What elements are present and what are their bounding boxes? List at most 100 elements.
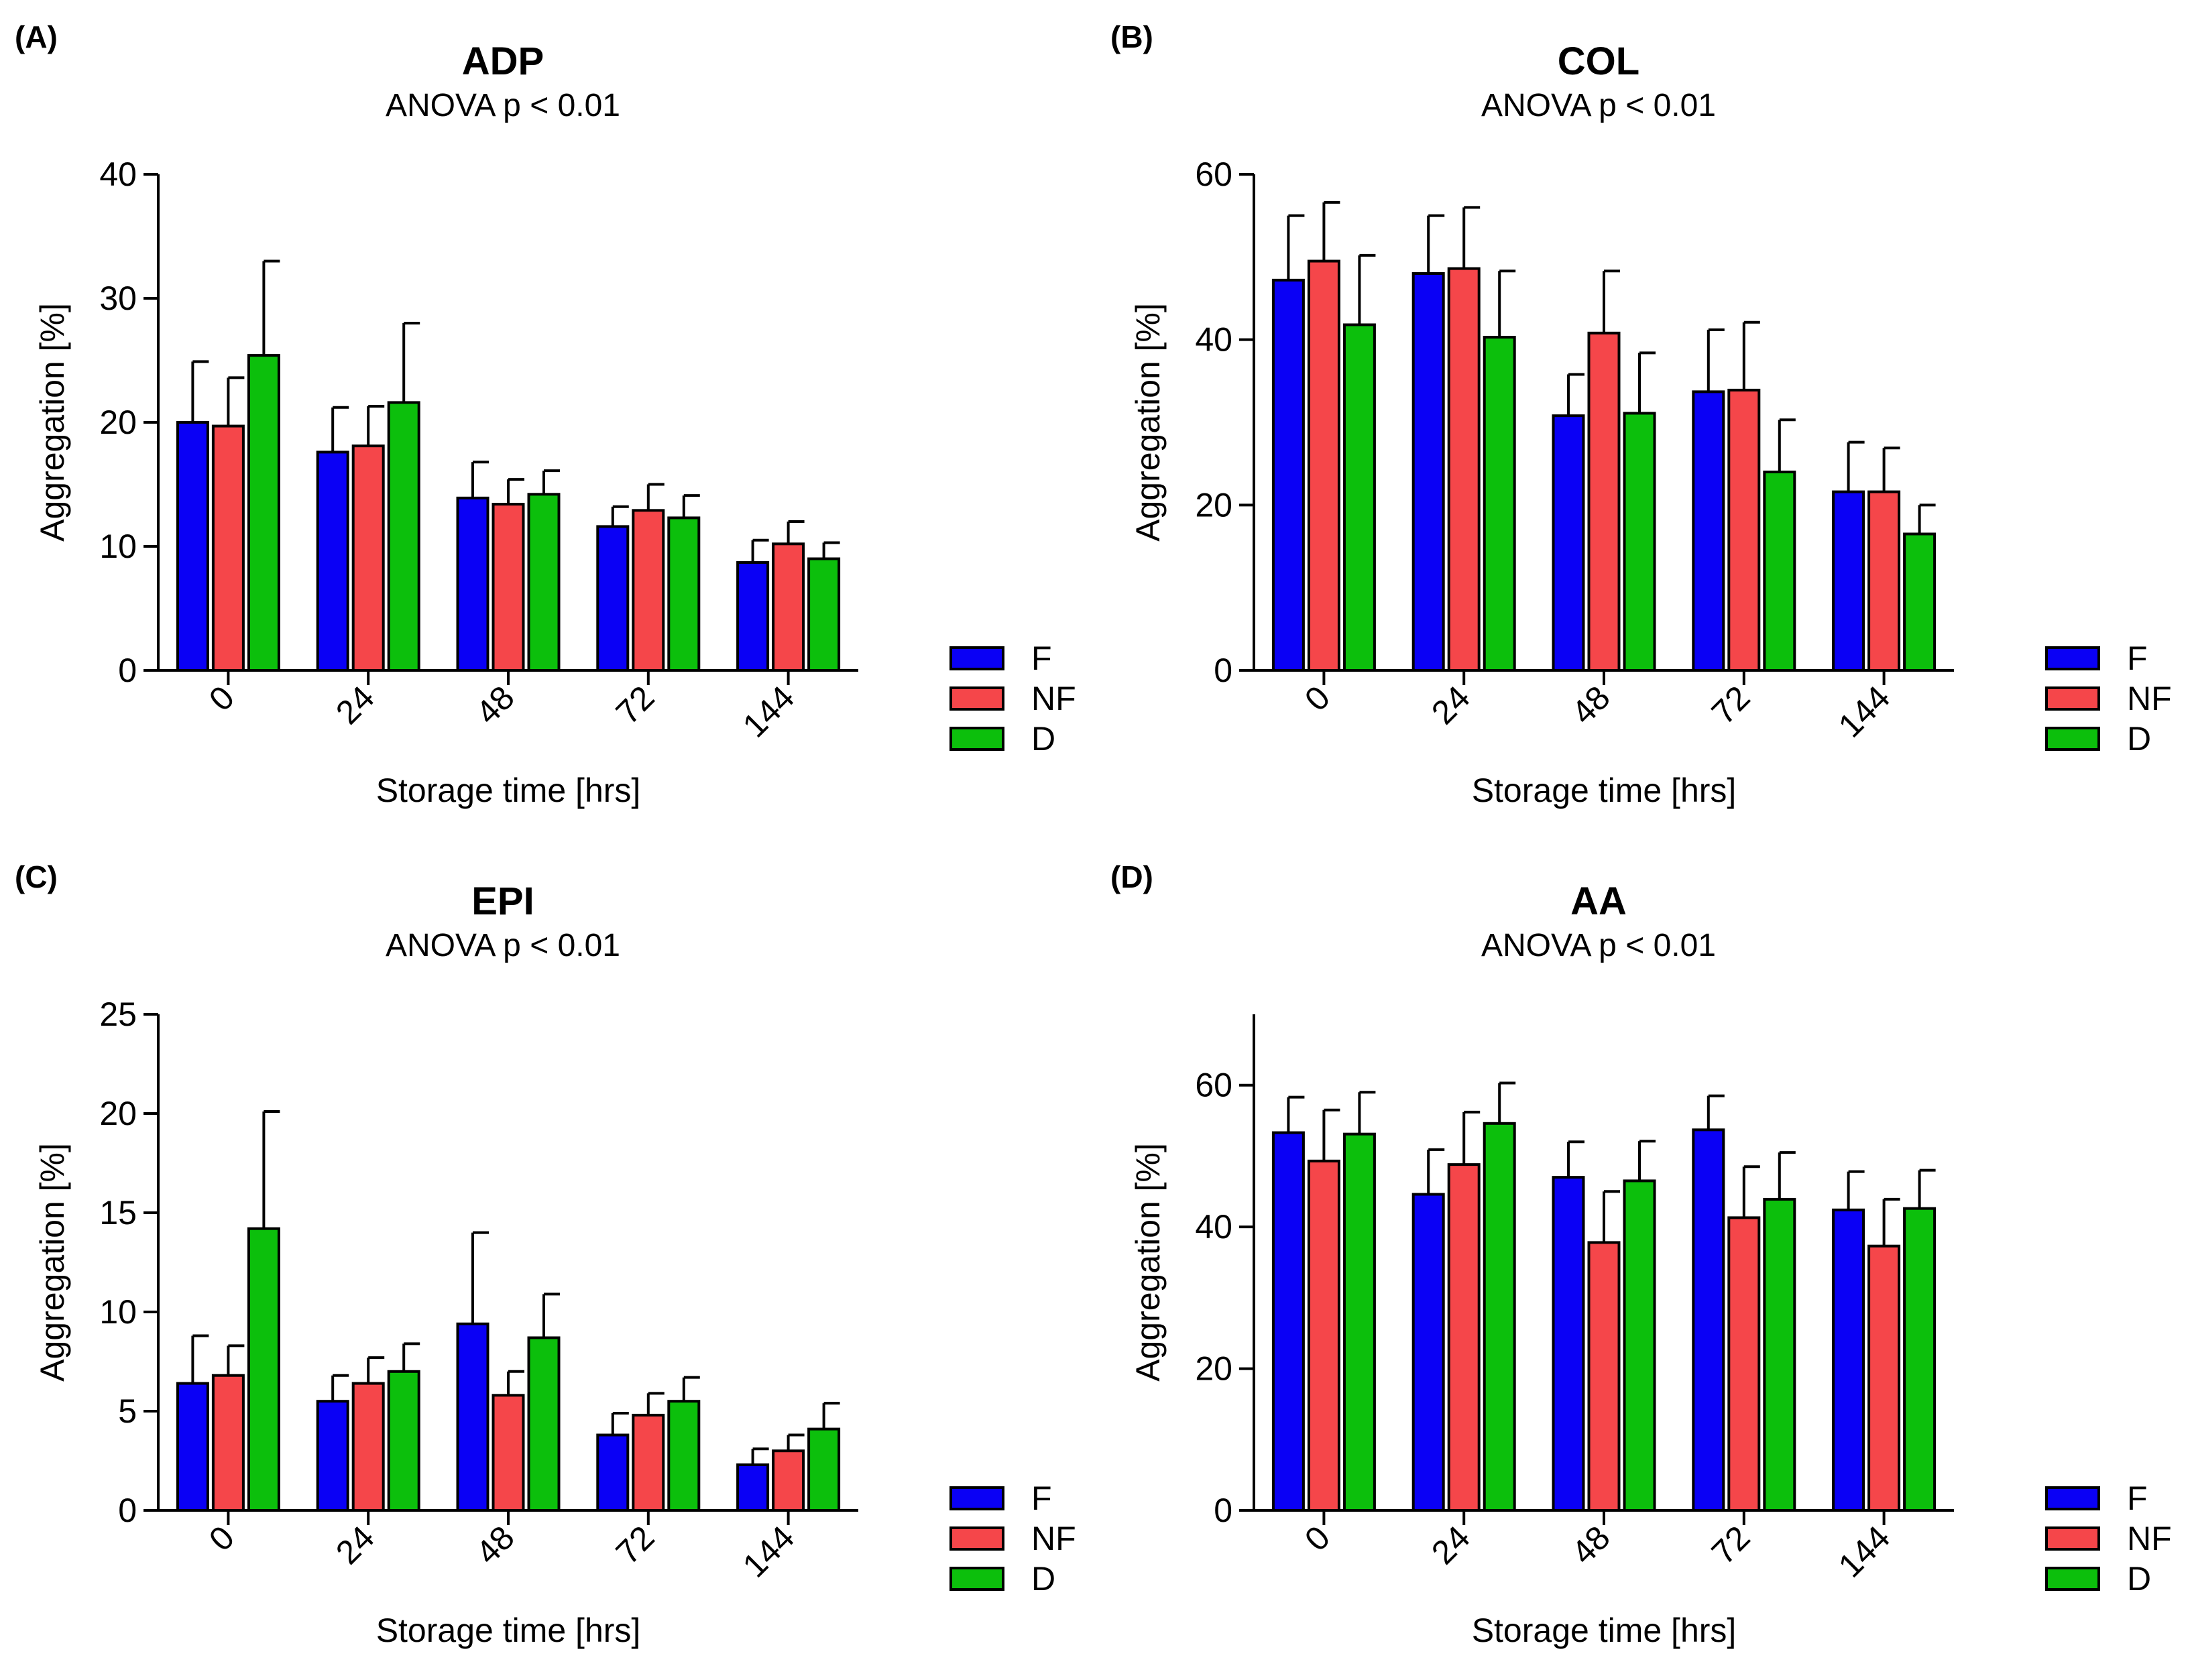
legend-item-nf: NF <box>2045 1520 2179 1560</box>
bar-f-72 <box>1692 390 1725 672</box>
legend-label-d: D <box>2127 1560 2152 1598</box>
legend-item-f: F <box>2045 1480 2179 1520</box>
y-tick-label: 0 <box>1214 652 1232 689</box>
bar-f-144 <box>1832 1208 1865 1512</box>
legend-item-d: D <box>949 720 1084 760</box>
bar-chart-plot: 0 20 40 60 0 24 48 72 144 <box>1195 156 1954 745</box>
y-tick-label: 40 <box>1195 321 1232 359</box>
bar-d-144 <box>1903 532 1937 672</box>
x-axis-label: Storage time [hrs] <box>376 1612 641 1649</box>
chart-subtitle: ANOVA p < 0.01 <box>1481 88 1716 123</box>
x-tick-label: 24 <box>329 678 382 731</box>
legend-label-nf: NF <box>1031 1520 1076 1557</box>
bar-d-0 <box>247 1227 280 1512</box>
bar-f-144 <box>1832 490 1865 672</box>
bar-f-72 <box>1692 1128 1725 1512</box>
legend-swatch-f <box>2045 646 2100 670</box>
legend: F NF D <box>2045 640 2179 760</box>
legend-item-d: D <box>949 1560 1084 1600</box>
bar-d-0 <box>1342 323 1376 672</box>
bar-f-48 <box>456 496 489 672</box>
y-tick-label: 25 <box>99 996 137 1033</box>
legend-item-f: F <box>949 640 1084 680</box>
bar-nf-72 <box>1727 1216 1761 1512</box>
y-tick-label: 15 <box>99 1194 137 1232</box>
bar-f-48 <box>456 1322 489 1512</box>
bar-f-144 <box>736 1463 770 1512</box>
chart-title: ADP <box>461 40 544 83</box>
legend-swatch-f <box>949 1486 1004 1510</box>
chart-title: COL <box>1557 40 1640 83</box>
x-tick-label: 144 <box>1831 678 1898 745</box>
bar-f-0 <box>176 421 209 672</box>
y-axis-label: Aggregation [%] <box>1129 1143 1167 1382</box>
bar-nf-48 <box>492 503 525 672</box>
bar-d-72 <box>667 516 701 672</box>
bar-d-24 <box>387 1370 420 1512</box>
legend-label-f: F <box>1031 1480 1052 1517</box>
bar-nf-24 <box>1447 267 1481 672</box>
legend-swatch-f <box>2045 1486 2100 1510</box>
legend-item-d: D <box>2045 720 2179 760</box>
legend-label-nf: NF <box>2127 1520 2172 1557</box>
y-tick-label: 0 <box>118 652 137 689</box>
bar-d-48 <box>1623 412 1656 672</box>
bar-d-144 <box>807 1427 841 1512</box>
x-tick-label: 0 <box>1297 678 1337 718</box>
legend-swatch-nf <box>949 686 1004 711</box>
legend-swatch-nf <box>949 1526 1004 1551</box>
x-tick-label: 144 <box>1831 1518 1898 1585</box>
chart-subtitle: ANOVA p < 0.01 <box>1481 928 1716 963</box>
legend-swatch-f <box>949 646 1004 670</box>
bar-d-48 <box>527 1336 561 1512</box>
bar-f-72 <box>596 525 630 672</box>
x-tick-label: 24 <box>329 1518 382 1571</box>
y-tick-label: 20 <box>1195 486 1232 524</box>
x-tick-label: 144 <box>736 678 802 745</box>
y-tick-label: 5 <box>118 1392 137 1430</box>
legend: F NF D <box>949 640 1084 760</box>
bar-d-48 <box>1623 1179 1656 1512</box>
panel-label: (B) <box>1110 19 1153 54</box>
bar-f-24 <box>1411 272 1445 672</box>
bar-nf-72 <box>1727 388 1761 672</box>
bar-nf-144 <box>1867 490 1901 672</box>
bar-d-0 <box>247 354 280 672</box>
bar-f-0 <box>1271 278 1305 672</box>
panel-label: (C) <box>15 859 58 894</box>
legend-item-nf: NF <box>949 1520 1084 1560</box>
bar-f-48 <box>1552 1176 1585 1512</box>
bar-chart-plot: 0 10 20 30 40 0 24 48 72 144 <box>99 156 858 745</box>
bar-f-72 <box>596 1433 630 1512</box>
bar-nf-0 <box>211 1374 245 1512</box>
x-tick-label: 48 <box>469 678 522 731</box>
x-tick-label: 0 <box>1297 1518 1337 1558</box>
x-tick-label: 72 <box>609 1518 662 1571</box>
y-tick-label: 20 <box>99 1095 137 1132</box>
bar-f-24 <box>316 451 349 672</box>
legend-item-nf: NF <box>949 680 1084 720</box>
bar-f-24 <box>316 1400 349 1512</box>
bar-nf-0 <box>211 424 245 672</box>
legend: F NF D <box>949 1480 1084 1600</box>
x-tick-label: 48 <box>1564 1518 1617 1571</box>
y-tick-label: 0 <box>1214 1492 1232 1529</box>
bar-nf-0 <box>1307 1159 1340 1512</box>
legend-swatch-nf <box>2045 1526 2100 1551</box>
bar-nf-48 <box>1587 1241 1621 1512</box>
x-tick-label: 0 <box>202 678 241 718</box>
bar-nf-144 <box>1867 1244 1901 1512</box>
legend-label-f: F <box>2127 640 2148 677</box>
x-axis-label: Storage time [hrs] <box>1471 772 1737 809</box>
legend-label-d: D <box>2127 720 2152 758</box>
bar-f-0 <box>1271 1131 1305 1512</box>
legend-label-d: D <box>1031 720 1056 758</box>
x-tick-label: 72 <box>609 678 662 731</box>
chart-subtitle: ANOVA p < 0.01 <box>386 88 620 123</box>
x-tick-label: 72 <box>1705 1518 1757 1571</box>
x-axis-label: Storage time [hrs] <box>376 772 641 809</box>
x-tick-label: 24 <box>1424 1518 1477 1571</box>
bar-nf-72 <box>632 509 665 672</box>
legend-label-d: D <box>1031 1560 1056 1598</box>
bar-d-24 <box>1483 335 1516 672</box>
